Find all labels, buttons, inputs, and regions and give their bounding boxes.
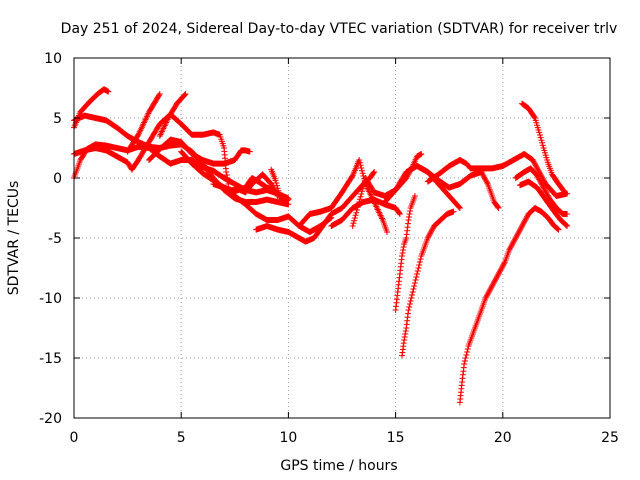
series-sat-14 (328, 196, 403, 229)
y-tick-label: 5 (53, 111, 62, 127)
series-sat-7 (146, 136, 253, 167)
tick-layer: 0 5 10 15 20 25 -20 -15 -10 -5 0 5 10 (39, 51, 619, 446)
y-tick-label: 0 (53, 171, 62, 187)
series-markers (71, 86, 112, 131)
series-sat-23 (512, 165, 571, 217)
series-markers (456, 205, 562, 406)
series-markers (146, 136, 253, 167)
y-tick-label: -20 (39, 411, 62, 427)
x-tick-label: 15 (387, 430, 405, 446)
series-markers (517, 178, 571, 229)
x-tick-label: 0 (70, 430, 79, 446)
x-tick-label: 5 (177, 430, 186, 446)
series-sat-11 (231, 171, 281, 199)
y-tick-label: -5 (48, 231, 62, 247)
series-markers (328, 196, 403, 229)
series-markers (124, 91, 163, 155)
series-markers (519, 100, 568, 196)
series-sat-22 (519, 100, 568, 196)
series-markers (231, 171, 281, 199)
grid-layer (74, 58, 610, 418)
y-axis-title: SDTVAR / TECUs (6, 181, 22, 296)
series-sat-17 (392, 193, 418, 313)
series-sat-20 (424, 151, 571, 199)
x-tick-label: 10 (279, 430, 297, 446)
series-markers (156, 91, 189, 139)
y-tick-label: -15 (39, 351, 62, 367)
data-layer (71, 86, 571, 406)
series-markers (399, 208, 457, 359)
series-sat-18 (399, 208, 457, 359)
x-axis-title: GPS time / hours (280, 458, 397, 474)
series-sat-24 (517, 178, 571, 229)
x-tick-label: 25 (601, 430, 619, 446)
y-tick-label: 10 (44, 51, 62, 67)
series-sat-21 (456, 205, 562, 406)
series-markers (424, 151, 571, 199)
chart-title: Day 251 of 2024, Sidereal Day-to-day VTE… (61, 21, 618, 37)
series-sat-1 (71, 86, 112, 131)
y-tick-label: -10 (39, 291, 62, 307)
series-markers (392, 193, 418, 313)
series-sat-6 (156, 91, 189, 139)
series-markers (512, 165, 571, 217)
x-tick-label: 20 (494, 430, 512, 446)
series-sat-13 (296, 157, 390, 235)
series-sat-5 (124, 91, 163, 155)
series-markers (296, 157, 390, 235)
